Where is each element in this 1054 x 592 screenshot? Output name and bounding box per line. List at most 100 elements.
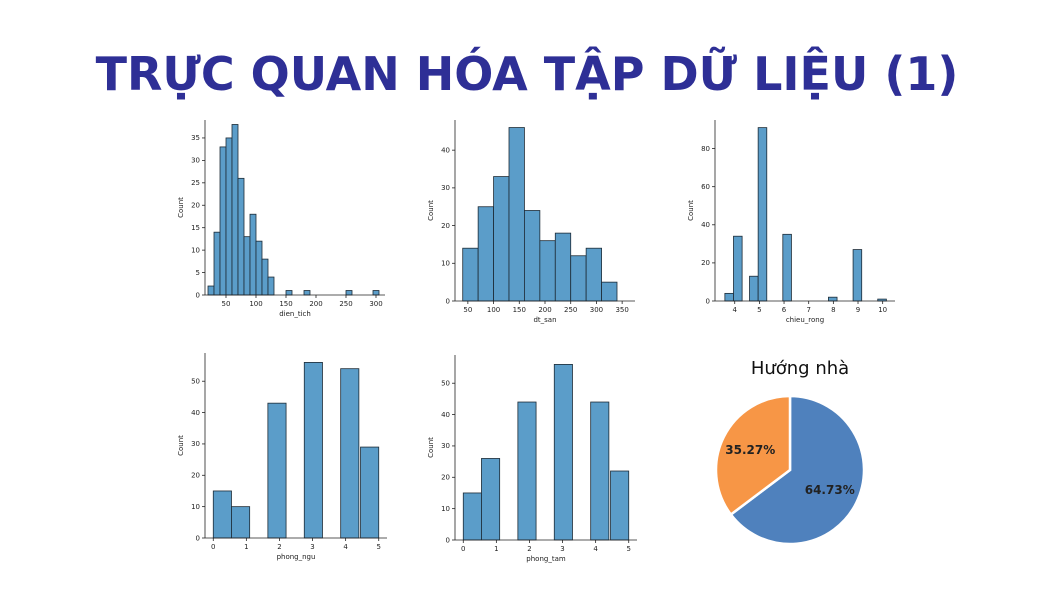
pie-slice-label: 64.73% — [805, 483, 855, 497]
x-tick-label: 8 — [831, 306, 835, 314]
histogram-bar — [493, 176, 510, 302]
x-tick-label: 6 — [782, 306, 787, 314]
histogram-phong-ngu: 0 10 20 30 40 50 0 1 2 3 4 5 phong_ngu Count — [177, 353, 387, 561]
y-tick-label: 20 — [441, 474, 450, 482]
histogram-bar — [231, 124, 239, 296]
y-tick-label: 25 — [191, 179, 200, 187]
histogram-bar — [610, 470, 630, 541]
histogram-bar — [219, 146, 227, 296]
histogram-bar — [724, 292, 734, 302]
histogram-bar — [372, 290, 380, 296]
y-tick-label: 20 — [441, 222, 450, 230]
x-axis-label: dien_tich — [279, 310, 311, 318]
histogram-bar — [243, 236, 251, 296]
histogram-bar — [213, 231, 221, 296]
histogram-bar — [285, 290, 293, 296]
histogram-bar — [539, 240, 556, 302]
x-tick-label: 2 — [277, 543, 281, 551]
x-tick-label: 150 — [513, 306, 526, 314]
y-tick-label: 40 — [441, 411, 450, 419]
histogram-bar — [828, 296, 838, 302]
x-tick-label: 5 — [376, 543, 380, 551]
x-tick-label: 300 — [369, 300, 382, 308]
histogram-bar — [237, 177, 245, 296]
histogram-bar — [749, 275, 759, 302]
y-tick-label: 10 — [441, 505, 450, 513]
histogram-bar — [340, 368, 360, 539]
y-tick-label: 0 — [446, 297, 450, 305]
x-tick-label: 3 — [560, 545, 564, 553]
histogram-bar — [462, 492, 482, 541]
histogram-bar — [508, 127, 525, 302]
y-axis-label: Count — [427, 200, 435, 221]
histogram-phong-tam: 0 10 20 30 40 50 0 1 2 3 4 5 phong_tam Count — [427, 355, 637, 563]
histogram-bar — [553, 364, 573, 541]
histogram-bar — [212, 490, 232, 539]
histogram-bar — [477, 206, 494, 302]
histogram-bar — [225, 137, 233, 296]
x-axis-label: dt_san — [533, 316, 556, 324]
histogram-bar — [462, 247, 479, 302]
y-tick-label: 60 — [701, 183, 710, 191]
x-tick-label: 4 — [593, 545, 598, 553]
x-tick-label: 250 — [339, 300, 352, 308]
x-tick-label: 0 — [211, 543, 215, 551]
histogram-bar — [852, 249, 863, 302]
y-tick-label: 10 — [441, 260, 450, 268]
y-tick-label: 0 — [446, 536, 450, 544]
y-tick-label: 0 — [196, 291, 200, 299]
pie-chart-huong-nha: Hướng nhà 64.73% 35.27% — [714, 358, 866, 546]
pie-slice-label: 35.27% — [725, 443, 775, 457]
x-tick-label: 4 — [343, 543, 348, 551]
y-tick-label: 5 — [196, 269, 200, 277]
x-tick-label: 7 — [806, 306, 810, 314]
y-tick-label: 20 — [191, 472, 200, 480]
y-axis-label: Count — [427, 437, 435, 458]
histogram-bar — [261, 258, 269, 296]
histogram-bar — [757, 127, 768, 302]
histogram-bar — [517, 401, 537, 541]
x-axis-label: phong_tam — [526, 555, 566, 563]
x-tick-label: 100 — [249, 300, 262, 308]
x-tick-label: 0 — [461, 545, 465, 553]
histogram-bar — [782, 233, 792, 302]
y-tick-label: 0 — [706, 297, 710, 305]
x-tick-label: 5 — [757, 306, 761, 314]
histogram-bar — [267, 276, 275, 296]
histogram-dt-san: 0 10 20 30 40 50 100 150 200 250 300 350 dt_san Count — [427, 120, 635, 324]
histogram-bar — [585, 247, 602, 302]
histogram-bar — [303, 362, 323, 539]
x-tick-label: 200 — [309, 300, 322, 308]
histogram-bar — [601, 281, 618, 302]
y-tick-label: 20 — [701, 259, 710, 267]
histogram-bar — [524, 210, 541, 302]
histogram-bar — [554, 232, 572, 302]
y-tick-label: 30 — [441, 184, 450, 192]
y-tick-label: 15 — [191, 224, 200, 232]
x-tick-label: 200 — [538, 306, 551, 314]
x-tick-label: 3 — [310, 543, 314, 551]
y-tick-label: 50 — [441, 380, 450, 388]
x-tick-label: 50 — [463, 306, 472, 314]
x-axis-label: phong_ngu — [277, 553, 316, 561]
x-tick-label: 4 — [732, 306, 737, 314]
y-tick-label: 0 — [196, 534, 200, 542]
histogram-bar — [267, 402, 287, 539]
y-tick-label: 30 — [441, 442, 450, 450]
y-tick-label: 10 — [191, 246, 200, 254]
x-tick-label: 2 — [527, 545, 531, 553]
x-tick-label: 150 — [279, 300, 292, 308]
y-tick-label: 35 — [191, 134, 200, 142]
histogram-bar — [360, 446, 380, 539]
x-tick-label: 1 — [244, 543, 248, 551]
x-tick-label: 250 — [564, 306, 577, 314]
histogram-bar — [303, 290, 311, 296]
y-tick-label: 10 — [191, 503, 200, 511]
y-tick-label: 30 — [191, 440, 200, 448]
histogram-bar — [255, 240, 263, 296]
histogram-bar — [345, 290, 353, 296]
x-tick-label: 50 — [222, 300, 231, 308]
histogram-bar — [231, 506, 251, 539]
x-tick-label: 300 — [590, 306, 603, 314]
histogram-dien-tich: 0 5 10 15 20 25 30 35 50 100 150 200 250 300 dien_tich… — [177, 120, 385, 318]
